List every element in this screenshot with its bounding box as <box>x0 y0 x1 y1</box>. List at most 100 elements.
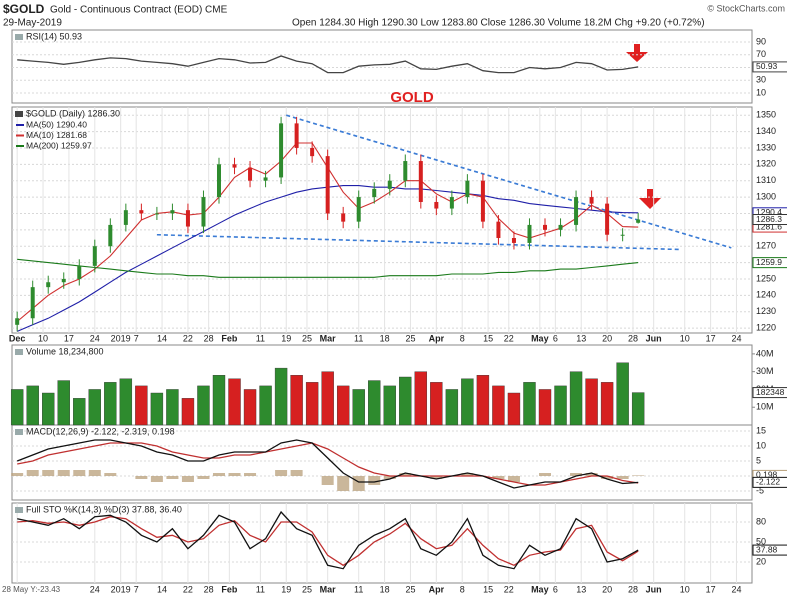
candle-body <box>123 210 128 225</box>
x-tick-label: 28 <box>204 584 214 594</box>
candle-body <box>185 210 190 227</box>
x-tick-label: May <box>531 584 549 594</box>
panel-title: Full STO %K(14,3) %D(3) 37.88, 36.40 <box>26 504 182 514</box>
instrument-name: Gold - Continuous Contract (EOD) CME <box>50 5 228 16</box>
candle-body <box>543 224 548 230</box>
volume-bar <box>631 392 645 426</box>
x-tick-label: 24 <box>731 333 741 343</box>
y-tick-label: 5 <box>756 455 761 465</box>
indicator-line <box>17 55 639 74</box>
candle-body <box>511 238 516 243</box>
candle-body <box>356 197 361 222</box>
last-value-box <box>752 476 787 488</box>
histogram-bar <box>632 475 645 476</box>
x-tick-label: 28 May Y:-23.43 <box>2 585 61 594</box>
histogram-bar <box>275 470 288 476</box>
last-value-label: 1259.9 <box>756 257 782 267</box>
x-tick-label: 19 <box>281 333 291 343</box>
panel-title: Volume 18,234,800 <box>26 346 104 356</box>
last-value-label: 0.198 <box>756 470 778 480</box>
histogram-bar <box>570 473 583 476</box>
candle-body <box>263 177 268 181</box>
title-swatch <box>15 111 23 117</box>
x-tick-label: 8 <box>460 333 465 343</box>
volume-bar <box>430 382 443 426</box>
y-tick-label: 1330 <box>756 142 776 152</box>
y-tick-label: 10M <box>756 402 774 412</box>
histogram-bar <box>585 473 598 476</box>
legend-label: MA(200) 1259.97 <box>26 140 92 150</box>
volume-bar <box>445 389 459 426</box>
last-value-label: 1290.4 <box>756 207 782 217</box>
histogram-bar <box>321 476 334 485</box>
volume-bar <box>135 385 148 426</box>
candle-body <box>574 197 579 225</box>
x-tick-label: 17 <box>706 584 716 594</box>
indicator-line <box>17 510 639 570</box>
volume-bar <box>26 385 39 426</box>
volume-bar <box>166 389 179 426</box>
candle-body <box>15 318 20 325</box>
indicator-line <box>16 439 639 489</box>
x-tick-label: 17 <box>64 333 74 343</box>
volume-bar <box>538 389 552 426</box>
candle-body <box>325 156 330 214</box>
moving-average <box>17 258 639 278</box>
x-tick-label: 11 <box>354 333 363 343</box>
candle-body <box>620 234 625 236</box>
panel-title: $GOLD (Daily) 1286.30 <box>26 108 120 118</box>
rsi-frame <box>11 29 753 104</box>
x-tick-label: 11 <box>256 584 265 594</box>
candle-body <box>139 210 144 214</box>
candle-body <box>216 164 221 198</box>
y-tick-label: 1220 <box>756 322 776 332</box>
candle-body <box>636 219 641 223</box>
candle-body <box>154 213 159 215</box>
y-tick-label: 10 <box>756 440 766 450</box>
volume-bar <box>197 385 210 426</box>
x-tick-label: 7 <box>134 333 139 343</box>
volume-bar <box>228 378 241 426</box>
y-tick-label: 1230 <box>756 306 776 316</box>
volume-bar <box>104 382 117 426</box>
x-tick-label: 2019 <box>111 584 131 594</box>
histogram-bar <box>352 476 365 491</box>
title-swatch <box>15 429 23 435</box>
volume-bar <box>368 380 381 426</box>
y-tick-label: 15 <box>756 425 766 435</box>
histogram-bar <box>135 476 148 479</box>
y-tick-label: 50 <box>756 536 766 546</box>
y-tick-label: 30 <box>756 75 766 85</box>
histogram-bar <box>73 470 86 476</box>
legend-label: MA(50) 1290.40 <box>26 119 87 129</box>
candle-body <box>434 201 439 209</box>
quote: Open 1284.30 High 1290.30 Low 1283.80 Cl… <box>292 18 705 29</box>
volume-bar <box>305 382 319 426</box>
x-tick-label: 22 <box>504 584 514 594</box>
candle-body <box>77 265 82 279</box>
y-tick-label: 70 <box>756 49 766 59</box>
macd-frame <box>11 424 753 501</box>
volume-bar <box>383 385 396 426</box>
candle-body <box>108 224 113 247</box>
x-tick-label: 11 <box>256 333 265 343</box>
volume-bar <box>414 371 428 426</box>
last-value-label: 182348 <box>756 387 785 397</box>
volume-bar <box>569 371 583 426</box>
histogram-bar <box>430 476 443 479</box>
x-tick-label: 15 <box>483 584 493 594</box>
y-tick-label: 1250 <box>756 273 776 283</box>
candle-body <box>30 287 35 319</box>
candle-body <box>418 161 423 202</box>
volume-bar <box>507 392 521 426</box>
candle-body <box>92 246 97 266</box>
last-value-label: 1281.6 <box>756 221 782 231</box>
last-value-box <box>752 214 787 226</box>
indicator-line <box>17 516 639 567</box>
histogram-bar <box>539 473 552 476</box>
x-tick-label: 22 <box>183 333 193 343</box>
x-tick-label: Mar <box>320 584 337 594</box>
candle-body <box>480 180 485 222</box>
last-value-label: -2.122 <box>756 477 780 487</box>
volume-bar <box>10 389 24 426</box>
